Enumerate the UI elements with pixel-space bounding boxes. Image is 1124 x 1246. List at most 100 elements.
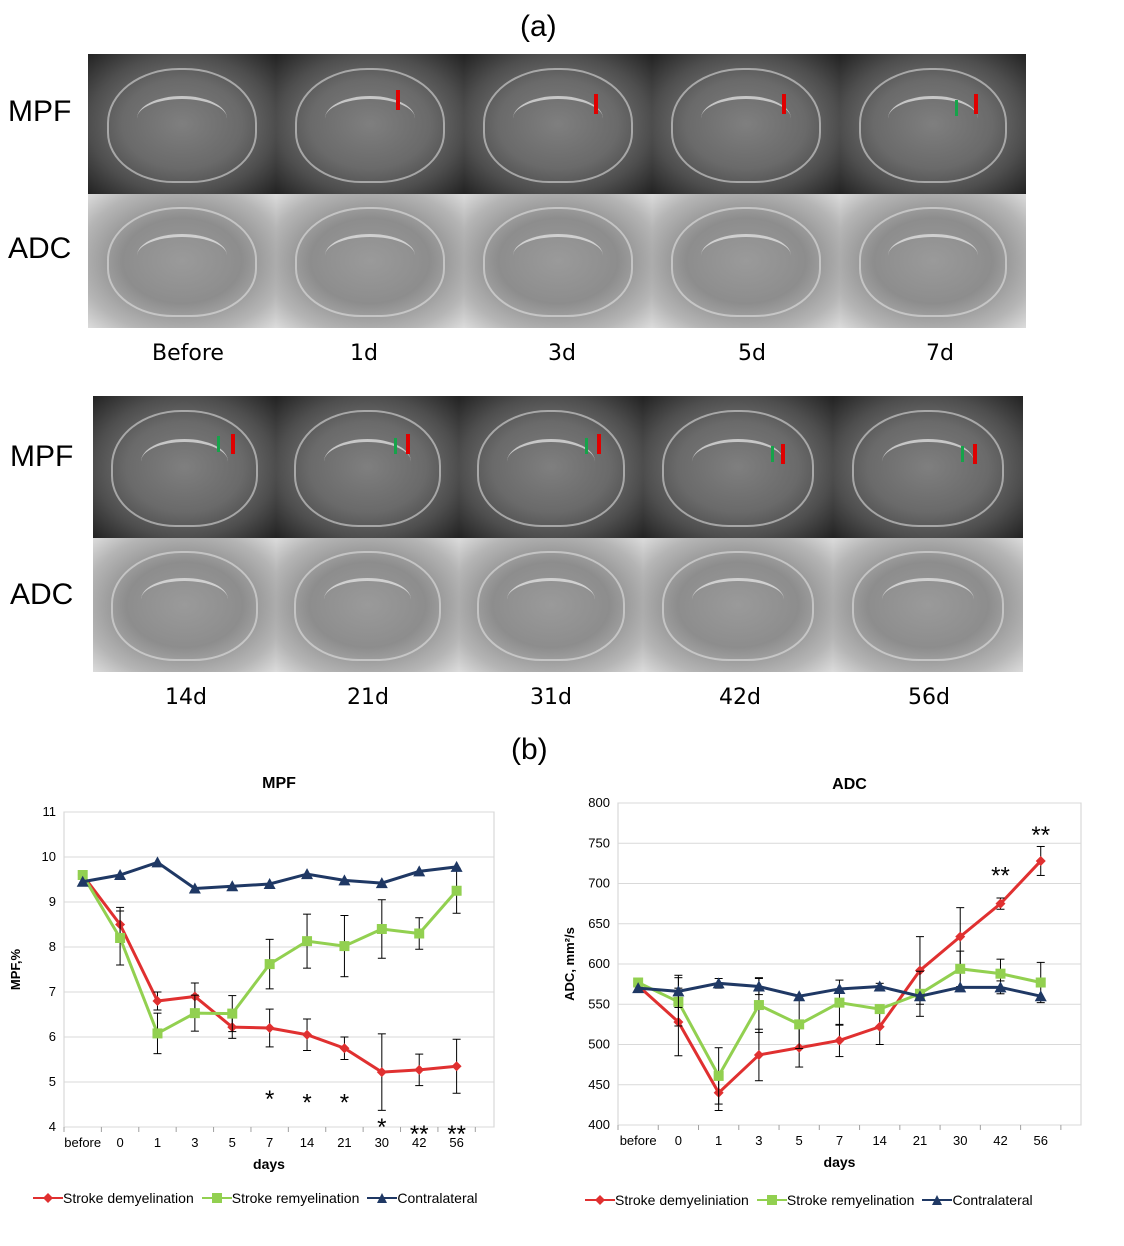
mri-mpf-21d: [276, 396, 459, 538]
data-point: [376, 924, 387, 934]
mri-adc-3d: [464, 194, 652, 328]
data-point: [188, 882, 201, 894]
x-tick-label: 30: [953, 1133, 967, 1148]
x-tick-label: 1: [715, 1133, 722, 1148]
data-point: [302, 936, 313, 947]
mri-mpf-1d: [276, 54, 464, 194]
series-line: [637, 859, 1042, 1096]
data-point: [301, 868, 314, 880]
data-point: [834, 997, 845, 1008]
mri-mpf-42d: [643, 396, 833, 538]
lesion-arrow-red: [973, 444, 977, 464]
timepoint-label: 31d: [530, 685, 572, 710]
mri-mpf-31d: [459, 396, 643, 538]
data-point: [115, 933, 126, 943]
timepoint-label: 42d: [719, 685, 761, 710]
mri-adc-42d: [643, 538, 833, 672]
legend-label: Stroke demyeliniation: [615, 1192, 749, 1208]
timepoint-label: 56d: [908, 685, 950, 710]
legend-item-contralateral: Contralateral: [922, 1192, 1033, 1208]
mri-adc-strip-bottom: [93, 538, 1023, 672]
y-tick-label: 10: [42, 849, 56, 864]
data-point: [1034, 990, 1047, 1002]
chart-title: ADC: [832, 776, 867, 793]
row-label-adc-bottom: ADC: [10, 578, 74, 611]
legend-item-remyelination: Stroke remyelination: [201, 1190, 360, 1206]
x-tick-label: 14: [872, 1133, 886, 1148]
y-tick-label: 5: [49, 1074, 56, 1089]
data-point: [227, 1008, 238, 1019]
mri-adc-21d: [276, 538, 459, 672]
y-tick-label: 7: [49, 984, 56, 999]
data-point: [995, 968, 1006, 979]
x-axis-label: days: [253, 1156, 285, 1172]
x-tick-label: 42: [412, 1135, 426, 1150]
timepoint-label: 7d: [926, 341, 954, 366]
x-axis-label: days: [824, 1154, 856, 1170]
data-point: [451, 885, 462, 896]
data-point: [794, 1019, 805, 1030]
significance-marker: **: [991, 862, 1010, 889]
legend-marker: [756, 1195, 787, 1205]
legend-mpf: Stroke demyelination Stroke remyelinatio…: [33, 1190, 486, 1206]
data-point: [114, 869, 127, 880]
mri-adc-5d: [652, 194, 840, 328]
data-point: [450, 860, 463, 872]
y-tick-label: 650: [588, 916, 610, 931]
y-axis-label: MPF,%: [8, 948, 23, 990]
legend-item-demyelination: Stroke demyeliniation: [585, 1192, 749, 1208]
data-point: [874, 1004, 885, 1015]
remyelination-arrow-green: [955, 100, 958, 116]
data-point: [753, 1000, 764, 1011]
significance-marker: **: [410, 1121, 429, 1148]
data-point: [672, 985, 685, 997]
data-point: [375, 877, 388, 889]
x-tick-label: 3: [755, 1133, 762, 1148]
x-tick-label: 42: [993, 1133, 1007, 1148]
mri-adc-14d: [93, 538, 276, 672]
timepoint-label: 5d: [738, 341, 766, 366]
data-point: [152, 1028, 163, 1039]
y-tick-label: 8: [49, 939, 56, 954]
mri-adc-before: [88, 194, 276, 328]
data-point: [632, 982, 645, 994]
y-tick-label: 700: [588, 876, 610, 891]
x-tick-label: before: [64, 1135, 101, 1150]
data-point: [263, 878, 276, 889]
timepoint-label: Before: [152, 341, 224, 366]
data-point: [302, 1029, 313, 1040]
data-point: [955, 931, 966, 942]
remyelination-arrow-green: [771, 446, 774, 462]
legend-item-contralateral: Contralateral: [367, 1190, 478, 1206]
data-point: [753, 1049, 764, 1060]
data-point: [376, 1067, 387, 1078]
y-tick-label: 9: [49, 894, 56, 909]
mri-adc-31d: [459, 538, 643, 672]
data-point: [339, 941, 350, 952]
data-point: [338, 874, 351, 886]
significance-marker: **: [1031, 822, 1050, 849]
y-tick-label: 4: [49, 1119, 56, 1134]
data-point: [1035, 977, 1046, 988]
legend-label: Contralateral: [397, 1190, 478, 1206]
legend-adc: Stroke demyeliniation Stroke remyelinati…: [585, 1192, 1041, 1208]
legend-marker: [201, 1193, 232, 1203]
data-point: [712, 977, 725, 989]
adc-chart: 400 450 500 550 600 650 700 750 800 before 0 1 3 5 7 14…: [562, 776, 1082, 1170]
chart-title: MPF: [262, 775, 296, 792]
x-tick-label: 5: [229, 1135, 236, 1150]
data-point: [874, 1021, 885, 1032]
lesion-arrow-red: [597, 434, 601, 454]
legend-label: Stroke remyelination: [231, 1190, 360, 1206]
data-point: [189, 1008, 200, 1019]
remyelination-arrow-green: [394, 438, 397, 454]
y-tick-label: 6: [49, 1029, 56, 1044]
significance-marker: **: [447, 1121, 466, 1148]
mri-mpf-5d: [652, 54, 840, 194]
data-point: [264, 1023, 275, 1033]
data-point: [226, 880, 239, 892]
y-axis-label: ADC, mm²/s: [562, 927, 577, 1001]
panel-a-label: (a): [520, 10, 557, 43]
data-point: [913, 990, 926, 1002]
